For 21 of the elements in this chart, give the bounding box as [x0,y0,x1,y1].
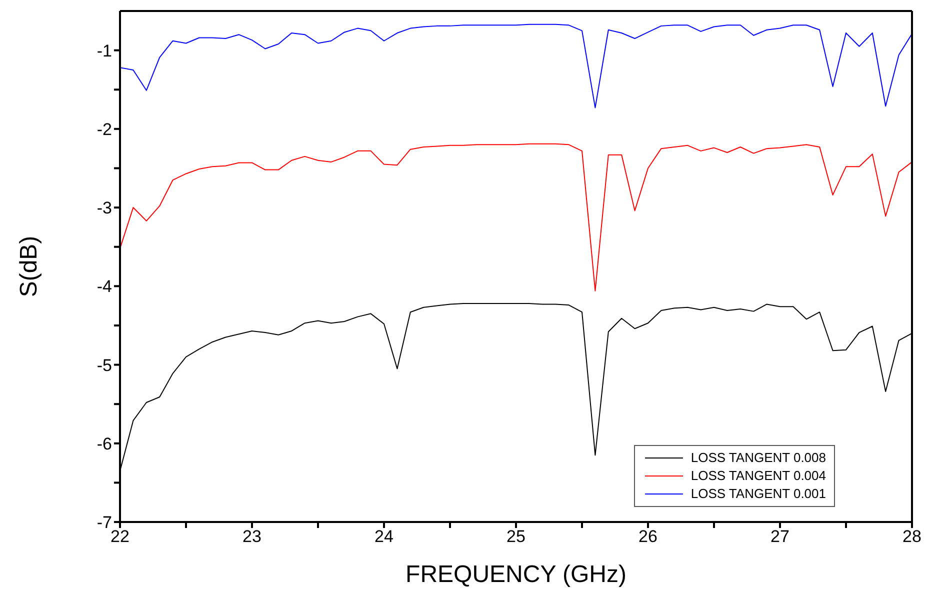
x-axis-title: FREQUENCY (GHz) [406,561,626,588]
y-axis-title: S(dB) [16,236,43,298]
legend-label: LOSS TANGENT 0.008 [690,449,826,467]
x-tick-label: 24 [374,527,394,546]
x-tick-label: 25 [506,527,526,546]
y-tick-label: -6 [96,434,112,454]
y-tick-label: -5 [96,356,112,375]
y-tick-label: -2 [96,120,112,139]
x-tick-label: 28 [902,527,922,546]
y-tick-label: -7 [96,513,112,532]
y-tick-label: -1 [96,41,112,60]
line-series [120,24,912,108]
y-tick-label: -3 [96,198,112,218]
line-series [120,143,912,292]
x-tick-label: 23 [242,527,262,546]
y-tick-label: -4 [96,277,112,296]
legend-label: LOSS TANGENT 0.004 [690,467,826,485]
x-tick-label: 26 [638,527,658,546]
x-tick-label: 27 [770,527,790,546]
legend-label: LOSS TANGENT 0.001 [690,485,826,503]
x-tick-label: 22 [110,527,130,546]
